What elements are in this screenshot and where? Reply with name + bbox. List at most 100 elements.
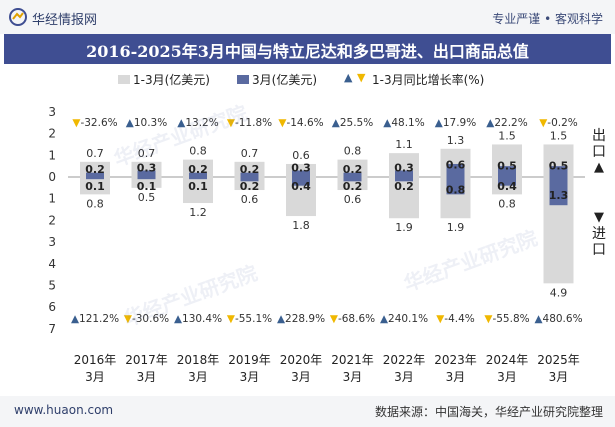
- import-mar-bar: [86, 177, 104, 180]
- export-growth-label: ▲10.3%: [126, 117, 167, 129]
- export-cum-label: 1.1: [395, 138, 413, 151]
- export-mar-bar: [86, 172, 104, 177]
- footer-url: www.huaon.com: [14, 403, 114, 417]
- import-growth-label: ▲121.2%: [71, 313, 119, 325]
- import-mar-bar: [549, 177, 568, 206]
- brand-name: 华经情报网: [32, 13, 98, 28]
- x-tick-label: 2022年 3月: [383, 353, 426, 384]
- import-mar-label: 0.2: [240, 180, 260, 193]
- x-tick-label: 2025年 3月: [537, 353, 580, 384]
- import-mar-bar: [498, 177, 516, 186]
- export-mar-label: 0.3: [291, 162, 311, 175]
- import-mar-label: 0.1: [137, 180, 157, 193]
- export-mar-label: 0.6: [446, 158, 466, 171]
- export-growth-label: ▼-32.6%: [72, 117, 117, 129]
- x-tick-label: 2023年 3月: [434, 353, 477, 384]
- x-tick-label: 2024年 3月: [486, 353, 529, 384]
- export-arrow-icon: ▲: [594, 160, 604, 175]
- export-cum-label: 0.8: [189, 145, 207, 158]
- import-mar-bar: [343, 177, 362, 182]
- export-growth-label: ▲17.9%: [435, 117, 476, 129]
- import-cum-label: 0.6: [344, 193, 362, 206]
- legend-label-growth: 1-3月同比增长率(%): [372, 73, 485, 87]
- import-label: 进口: [592, 226, 606, 258]
- import-growth-label: ▲240.1%: [380, 313, 428, 325]
- y-tick-label: 0: [48, 170, 56, 184]
- import-mar-bar: [240, 177, 259, 182]
- x-tick-label: 2016年 3月: [74, 353, 117, 384]
- import-cum-label: 0.5: [138, 191, 156, 204]
- import-growth-label: ▼-68.6%: [330, 313, 375, 325]
- export-mar-label: 0.2: [240, 163, 260, 176]
- chart-area: 3 2 1 0 1 2 3 4 5 6 7 0.7 0.2 0.1 0.8 ▼-32.6% ▲121.2% 201…: [48, 105, 585, 384]
- y-tick-label: 7: [48, 322, 56, 336]
- export-mar-bar: [137, 170, 156, 177]
- export-growth-label: ▲13.2%: [177, 117, 218, 129]
- x-tick-label: 2017年 3月: [125, 353, 168, 384]
- export-label: 出口: [592, 128, 606, 160]
- legend-swatch-cum: [118, 75, 130, 84]
- import-cum-label: 0.8: [86, 197, 104, 210]
- import-cum-label: 1.2: [189, 206, 207, 219]
- export-mar-bar: [498, 166, 516, 177]
- legend-swatch-mar: [237, 75, 249, 84]
- y-tick-label: 1: [48, 192, 56, 206]
- export-cum-label: 0.8: [344, 145, 362, 158]
- import-mar-bar: [446, 177, 465, 195]
- import-growth-label: ▲480.6%: [534, 313, 582, 325]
- legend: 1-3月(亿美元) 3月(亿美元) ▲ ▼ 1-3月同比增长率(%): [0, 68, 615, 90]
- import-mar-label: 0.4: [291, 180, 311, 193]
- import-cum-bar: [80, 177, 110, 195]
- import-cum-label: 1.9: [447, 221, 465, 234]
- import-growth-label: ▼-55.8%: [484, 313, 529, 325]
- import-growth-label: ▲130.4%: [174, 313, 222, 325]
- export-side-label: 出口 ▲: [588, 128, 610, 176]
- y-tick-label: 3: [48, 105, 56, 119]
- import-mar-bar: [292, 177, 310, 186]
- x-tick-label: 2021年 3月: [331, 353, 374, 384]
- export-mar-label: 0.5: [497, 160, 517, 173]
- export-growth-label: ▲48.1%: [383, 117, 424, 129]
- export-mar-bar: [189, 172, 207, 177]
- import-growth-label: ▼-4.4%: [436, 313, 475, 325]
- export-cum-label: 1.3: [447, 134, 465, 147]
- export-growth-label: ▼-0.2%: [539, 117, 578, 129]
- export-growth-label: ▲22.2%: [486, 117, 527, 129]
- import-growth-label: ▲228.9%: [277, 313, 325, 325]
- y-tick-label: 5: [48, 279, 56, 293]
- export-mar-label: 0.3: [394, 162, 414, 175]
- y-tick-label: 1: [48, 148, 56, 162]
- x-tick-label: 2018年 3月: [177, 353, 220, 384]
- export-mar-bar: [549, 166, 568, 177]
- import-mar-label: 0.4: [497, 180, 517, 193]
- export-cum-label: 0.7: [86, 147, 104, 160]
- import-mar-bar: [137, 177, 156, 180]
- export-growth-label: ▼-11.8%: [227, 117, 272, 129]
- import-cum-label: 1.8: [292, 219, 310, 232]
- import-mar-bar: [395, 177, 413, 182]
- legend-down-icon: ▼: [357, 71, 366, 84]
- export-cum-label: 0.6: [292, 149, 310, 162]
- import-cum-bar: [131, 177, 162, 188]
- import-growth-label: ▼-55.1%: [227, 313, 272, 325]
- data-source: 数据来源：中国海关，华经产业研究院整理: [374, 405, 603, 419]
- x-tick-label: 2020年 3月: [280, 353, 323, 384]
- export-mar-label: 0.5: [549, 160, 569, 173]
- y-tick-label: 2: [48, 127, 56, 141]
- title-bar: 2016-2025年3月中国与特立尼达和多巴哥进、出口商品总值: [4, 34, 611, 64]
- import-cum-bar: [183, 177, 213, 204]
- export-mar-bar: [395, 170, 413, 177]
- import-growth-label: ▼-30.6%: [124, 313, 169, 325]
- import-cum-bar: [389, 177, 419, 219]
- import-mar-label: 0.2: [394, 180, 414, 193]
- x-tick-label: 2019年 3月: [228, 353, 271, 384]
- import-cum-label: 0.6: [241, 193, 259, 206]
- export-growth-label: ▼-14.6%: [278, 117, 323, 129]
- import-cum-label: 4.9: [550, 286, 568, 299]
- export-cum-label: 0.7: [138, 147, 156, 160]
- export-cum-label: 0.7: [241, 147, 259, 160]
- legend-up-icon: ▲: [344, 71, 353, 84]
- export-cum-label: 1.5: [550, 129, 568, 142]
- export-growth-label: ▲25.5%: [332, 117, 373, 129]
- export-mar-bar: [240, 172, 259, 177]
